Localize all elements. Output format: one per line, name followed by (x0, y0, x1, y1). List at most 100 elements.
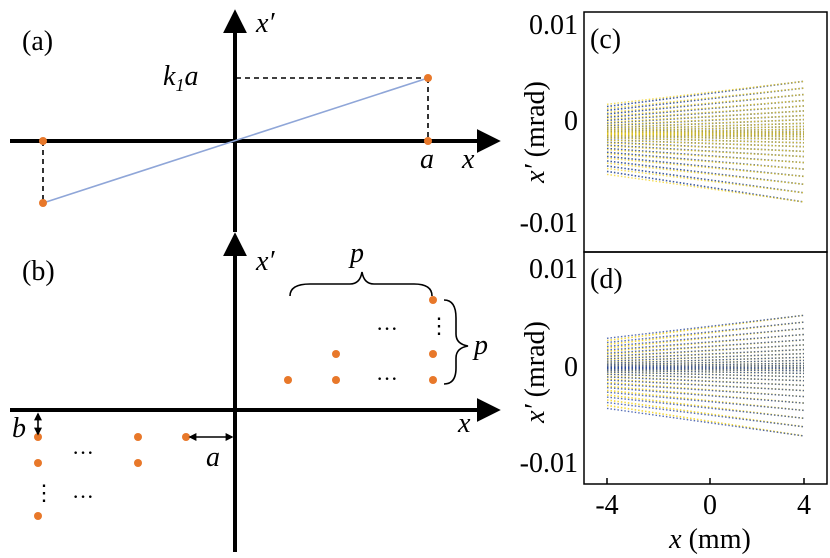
panel-b-xp-label: x′ (255, 246, 275, 277)
scatter-streak (606, 105, 805, 120)
panel-b-right-brace (443, 299, 469, 385)
x-axis-label: x (mm) (668, 524, 751, 555)
panel-b-point (332, 350, 340, 358)
panel-a-x-label: x (461, 144, 475, 175)
scatter-streak (606, 369, 805, 375)
panel-b-label: (b) (22, 256, 55, 287)
panel-b-point (429, 376, 437, 384)
scatter-streak (606, 333, 805, 351)
panel-b-ellipsis: ··· (72, 484, 94, 509)
panel-a-point-top-right (424, 74, 432, 82)
panel-b-point (429, 296, 437, 304)
scatter-streak (606, 383, 805, 398)
panel-b-point (34, 512, 42, 520)
panel-d: (d) 0.01 0 -0.01 x′ (mrad) (520, 251, 828, 485)
panel-a: (a) x′ x k1a a (10, 8, 501, 232)
panel-a-k1a-label: k1a (163, 61, 198, 95)
scatter-streak (606, 352, 805, 362)
scatter-streak (606, 130, 805, 134)
scatter-streak (606, 367, 805, 370)
scatter-streak (606, 99, 805, 117)
panel-c-ylabel: x′ (mrad) (520, 81, 551, 184)
scatter-streak (606, 364, 805, 368)
scatter-streak (606, 149, 805, 164)
scatter-streak (606, 359, 805, 366)
scatter-streak (606, 133, 805, 136)
panel-d-ytick: -0.01 (520, 448, 578, 479)
scatter-streak (606, 173, 805, 203)
panel-c-ytick: 0.01 (529, 10, 578, 41)
scatter-streak (606, 153, 805, 170)
scatter-streak (606, 132, 805, 135)
panel-c: (c) 0.01 0 -0.01 x′ (mrad) (520, 10, 828, 253)
scatter-streak (606, 401, 805, 428)
scatter-streak (606, 80, 805, 105)
scatter-streak (606, 339, 805, 354)
scatter-streak (606, 356, 805, 364)
scatter-streak (606, 134, 805, 138)
panel-b: (b) x′ x ··· ··· ⋮ p p ··· ··· ⋮ b (10, 232, 501, 552)
scatter-streak (606, 379, 805, 392)
panel-b-a-label: a (206, 442, 220, 473)
panel-b-ellipsis: ··· (376, 316, 398, 341)
x-tick-label: 0 (703, 490, 717, 521)
scatter-streak (606, 371, 805, 378)
panel-d-scatter (606, 314, 805, 437)
panel-a-label: (a) (22, 26, 53, 57)
panel-d-ytick: 0 (564, 352, 578, 383)
scatter-streak (606, 362, 805, 367)
panel-b-ellipsis: ··· (376, 366, 398, 391)
panel-b-p-top-label: p (348, 238, 364, 269)
panel-d-ytick: 0.01 (529, 254, 578, 285)
scatter-streak (606, 142, 805, 153)
scatter-streak (606, 387, 805, 404)
scatter-streak (606, 368, 805, 372)
panel-a-a-label: a (420, 144, 434, 175)
scatter-streak (606, 373, 805, 382)
scatter-streak (606, 135, 805, 141)
panel-c-ytick: 0 (564, 106, 578, 137)
scatter-streak (606, 407, 805, 437)
scatter-streak (606, 122, 805, 130)
scatter-streak (606, 396, 805, 419)
scatter-streak (606, 87, 805, 110)
panel-b-p-right-label: p (472, 330, 488, 361)
scatter-streak (606, 167, 805, 194)
scatter-streak (606, 145, 805, 158)
scatter-streak (606, 137, 805, 144)
panel-c-scatter (606, 80, 805, 203)
scatter-streak (606, 391, 805, 412)
scatter-streak (606, 139, 805, 148)
scatter-streak (606, 327, 805, 348)
scatter-streak (606, 366, 805, 369)
panel-b-point (34, 459, 42, 467)
panel-b-point (429, 350, 437, 358)
scatter-streak (606, 118, 805, 128)
panel-b-x-label: x (457, 408, 471, 439)
panel-b-point (134, 459, 142, 467)
x-tick-label: 4 (797, 490, 811, 521)
panel-b-ellipsis-vertical: ⋮ (33, 480, 55, 505)
panel-a-xp-label: x′ (255, 8, 275, 39)
panel-b-point (34, 433, 42, 441)
panel-a-transform-line (42, 77, 429, 204)
x-tick-label: -4 (595, 490, 618, 521)
panel-b-point (284, 376, 292, 384)
panel-b-point (134, 433, 142, 441)
panel-d-ylabel: x′ (mrad) (520, 321, 551, 424)
scatter-streak (606, 321, 805, 344)
panel-b-point (182, 433, 190, 441)
panel-d-frame (583, 251, 828, 485)
panel-b-ellipsis: ··· (72, 440, 94, 465)
scatter-streak (606, 162, 805, 185)
scatter-streak (606, 344, 805, 357)
scatter-streak (606, 125, 805, 132)
scatter-streak (606, 114, 805, 126)
panel-c-label: (c) (590, 24, 621, 55)
panel-a-point-bottom-left (39, 199, 47, 207)
scatter-streak (606, 348, 805, 360)
panel-c-ytick: -0.01 (520, 208, 578, 239)
shared-x-axis: -4 0 4 x (mm) (595, 478, 811, 555)
scatter-streak (606, 128, 805, 133)
